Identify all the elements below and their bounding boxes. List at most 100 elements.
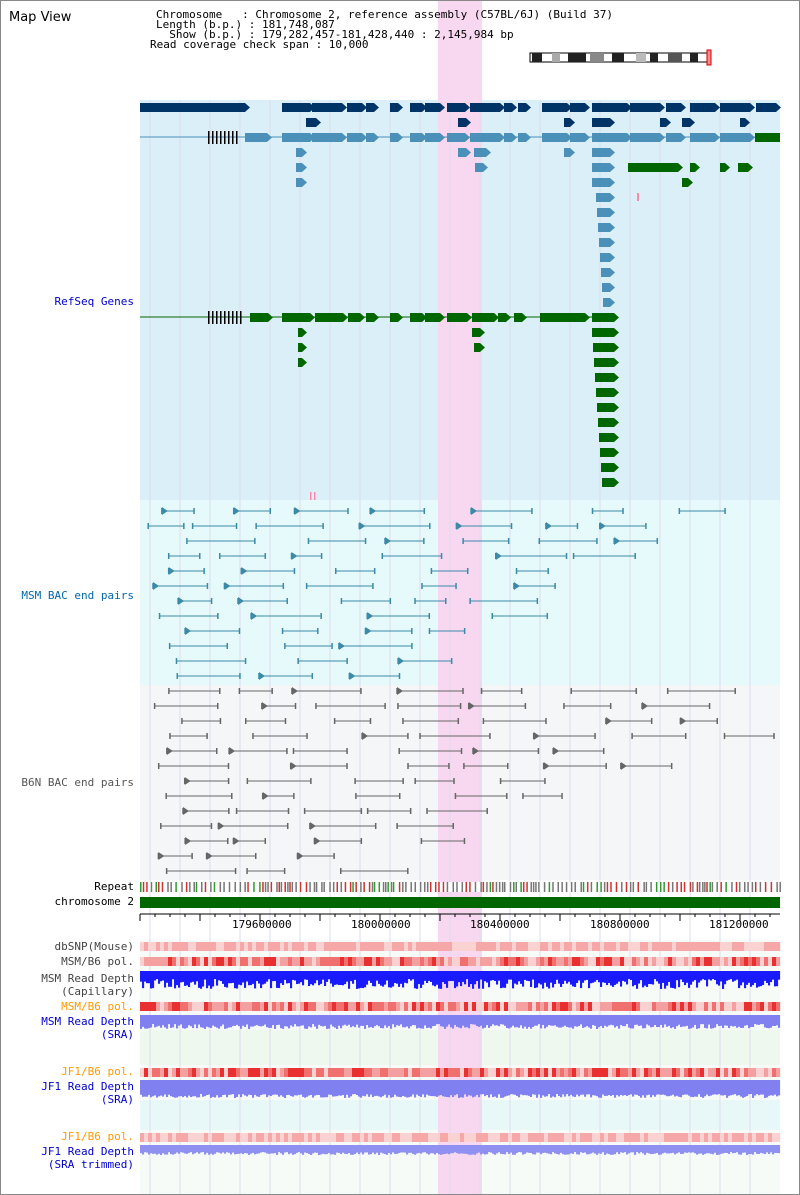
msm-read-depth-sra <box>482 1015 485 1029</box>
jf1-read-depth-trim <box>154 1145 157 1154</box>
jf1-read-depth-trim <box>682 1145 685 1154</box>
ideogram-position-marker <box>706 49 712 66</box>
jf1-read-depth-sra <box>530 1080 533 1098</box>
dbsnp-strip <box>200 942 205 951</box>
jf1-b6-pol-strip <box>332 1133 337 1142</box>
jf1-read-depth-trim <box>756 1145 759 1154</box>
msm-read-depth-sra <box>272 1015 275 1026</box>
gene-exon <box>472 328 480 337</box>
jf1-read-depth-trim <box>262 1145 265 1153</box>
msm-read-depth-cap <box>614 971 617 985</box>
msm-b6-pol-strip <box>384 1002 389 1011</box>
repeat-element <box>632 882 635 892</box>
msm-bac-pair-arrow <box>471 507 478 515</box>
msm-read-depth-sra <box>178 1015 181 1026</box>
jf1-read-depth-trim <box>382 1145 385 1154</box>
jf1-read-depth-sra <box>750 1080 753 1095</box>
msm-read-depth-sra <box>266 1015 269 1028</box>
jf1-read-depth-trim <box>736 1145 739 1153</box>
dbsnp-strip <box>700 942 705 951</box>
jf1-read-depth-sra <box>566 1080 569 1095</box>
msm-read-depth-sra <box>466 1015 469 1028</box>
msm-bac-label[interactable]: MSM BAC end pairs <box>21 589 134 602</box>
jf1-b6-pol-strip <box>628 1068 633 1077</box>
jf1-read-depth-sra <box>292 1080 295 1097</box>
msm-read-depth-cap <box>702 971 705 980</box>
repeat-element <box>332 882 335 892</box>
jf1-read-depth-sra <box>334 1080 337 1097</box>
jf1-read-depth-sra <box>272 1080 275 1095</box>
jf1-b6-pol-strip <box>428 1068 433 1077</box>
msm-read-depth-sra <box>512 1015 515 1026</box>
repeat-element <box>486 882 488 892</box>
gene-exon <box>666 103 681 112</box>
msm-read-depth-sra <box>184 1015 187 1029</box>
b6n-bac-label[interactable]: B6N BAC end pairs <box>21 776 134 789</box>
msm-b6-pol-strip <box>656 957 661 966</box>
jf1-read-depth-trim <box>394 1145 397 1154</box>
msm-read-depth-sra <box>680 1015 683 1028</box>
repeat-element <box>706 882 708 892</box>
jf1-read-depth-trim <box>342 1145 345 1153</box>
msm-read-depth-cap <box>310 971 313 985</box>
gene-exon <box>682 178 688 187</box>
jf1-read-depth-trim <box>556 1145 559 1154</box>
jf1-b6-pol-strip <box>676 1068 681 1077</box>
msm-read-depth-cap <box>762 971 765 985</box>
msm-read-depth-sra <box>470 1015 473 1025</box>
jf1-read-depth-sra <box>330 1080 333 1095</box>
repeat-element <box>643 882 645 892</box>
jf1-read-depth-sra <box>752 1080 755 1098</box>
msm-b6-pol-strip <box>488 957 493 966</box>
jf1-b6-pol-strip <box>648 1068 653 1077</box>
jf1-read-depth-sra <box>534 1080 537 1095</box>
msm-read-depth-sra <box>290 1015 293 1026</box>
gene-arrow <box>750 103 755 112</box>
msm-b6-pol-strip <box>176 957 181 966</box>
msm-read-depth-cap <box>756 971 759 988</box>
jf1-read-depth-trim <box>540 1145 543 1155</box>
jf1-read-depth-trim <box>520 1145 523 1153</box>
msm-b6-pol-strip <box>728 957 733 966</box>
jf1-read-depth-sra-label: JF1 Read Depth <box>41 1080 134 1093</box>
msm-read-depth-sra <box>490 1015 493 1027</box>
msm-b6-pol-strip <box>540 1002 545 1011</box>
msm-read-depth-sra <box>716 1015 719 1025</box>
dbsnp-strip <box>400 942 405 951</box>
msm-read-depth-cap <box>268 971 271 980</box>
jf1-read-depth-sra <box>220 1080 223 1097</box>
msm-b6-pol-strip <box>492 1002 497 1011</box>
msm-read-depth-cap <box>292 971 295 980</box>
msm-read-depth-cap <box>274 971 277 982</box>
msm-read-depth-sra <box>252 1015 255 1027</box>
dbsnp-strip <box>488 942 493 951</box>
jf1-b6-pol-label-2: JF1/B6 pol. <box>61 1130 134 1143</box>
msm-read-depth-sra <box>218 1015 221 1029</box>
jf1-read-depth-trim <box>440 1145 443 1155</box>
msm-read-depth-cap <box>774 971 777 987</box>
msm-read-depth-sra <box>222 1015 225 1025</box>
dbsnp-strip <box>768 942 773 951</box>
dbsnp-strip <box>636 942 641 951</box>
msm-read-depth-sra <box>388 1015 391 1026</box>
jf1-read-depth-sra <box>754 1080 757 1096</box>
jf1-read-depth-trim <box>576 1145 579 1155</box>
msm-b6-pol-strip <box>760 957 765 966</box>
jf1-read-depth-sra <box>232 1080 235 1095</box>
msm-read-depth-sra <box>326 1015 329 1029</box>
jf1-b6-pol-strip <box>172 1133 177 1142</box>
refseq-genes-label[interactable]: RefSeq Genes <box>54 295 134 308</box>
msm-read-depth-cap <box>278 971 281 989</box>
msm-b6-pol-strip <box>388 957 393 966</box>
msm-read-depth-sra <box>344 1015 347 1025</box>
msm-b6-pol-strip <box>436 1002 441 1011</box>
msm-read-depth-cap <box>146 971 149 984</box>
dbsnp-strip <box>276 942 281 951</box>
jf1-read-depth-trim <box>260 1145 263 1153</box>
jf1-b6-pol-strip <box>728 1133 733 1142</box>
msm-read-depth-cap <box>492 971 495 981</box>
msm-read-depth-cap <box>330 971 333 984</box>
jf1-read-depth-trim <box>486 1145 489 1155</box>
jf1-b6-pol-strip <box>208 1133 213 1142</box>
